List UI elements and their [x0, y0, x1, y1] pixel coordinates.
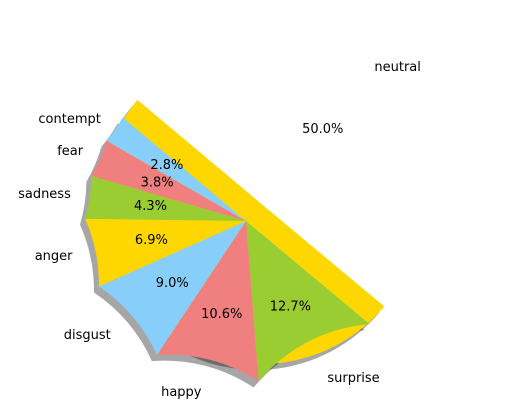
slice-surprise: [246, 221, 370, 382]
slice-percent-sadness: 4.3%: [134, 199, 167, 214]
slice-label-sadness: sadness: [18, 187, 71, 202]
slice-label-neutral: neutral: [374, 60, 421, 75]
pie-labels: neutral 50.0% surprise 12.7% happy 10.6% disgu…: [18, 60, 421, 400]
slice-percent-neutral: 50.0%: [302, 122, 343, 137]
slice-label-fear: fear: [57, 144, 84, 159]
slice-label-anger: anger: [35, 249, 73, 264]
slice-label-contempt: contempt: [38, 112, 100, 127]
slice-percent-disgust: 9.0%: [156, 276, 189, 291]
slice-sadness: [85, 175, 247, 221]
slice-happy: [156, 221, 259, 382]
slice-label-happy: happy: [161, 385, 202, 400]
slice-percent-anger: 6.9%: [135, 233, 168, 248]
slice-fear: [91, 140, 246, 221]
slice-contempt: [106, 117, 246, 221]
slice-percent-contempt: 2.8%: [150, 158, 183, 173]
slice-percent-fear: 3.8%: [141, 176, 174, 191]
slice-anger: [85, 218, 247, 287]
slice-disgust: [98, 221, 246, 356]
pie-wedges: [85, 99, 385, 382]
slice-percent-happy: 10.6%: [201, 307, 242, 322]
slice-label-surprise: surprise: [327, 371, 379, 386]
slice-percent-surprise: 12.7%: [270, 299, 311, 314]
slice-label-disgust: disgust: [64, 328, 111, 343]
